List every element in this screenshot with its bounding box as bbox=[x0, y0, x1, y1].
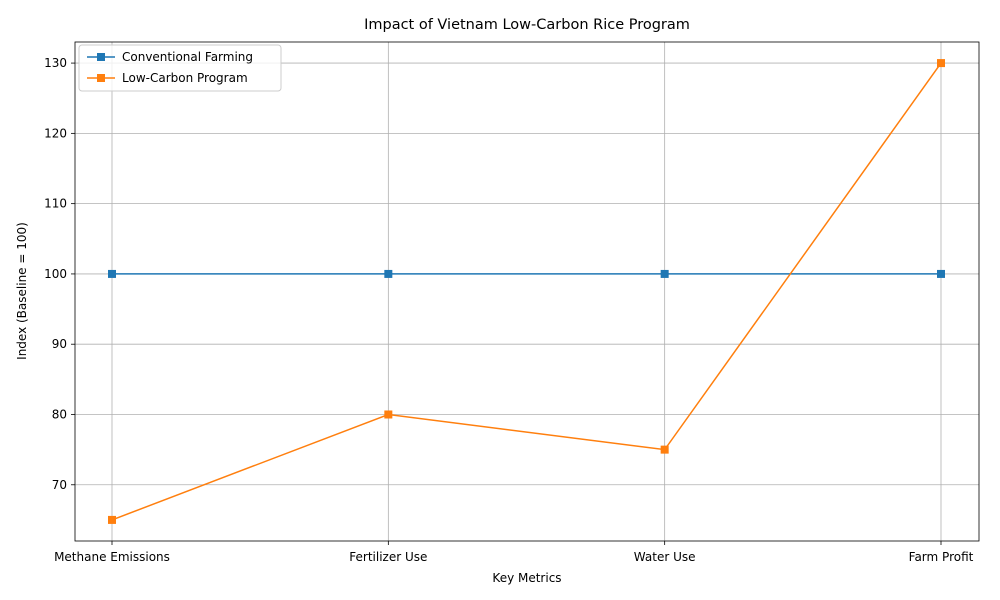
x-tick-label: Fertilizer Use bbox=[349, 550, 427, 564]
data-point bbox=[108, 269, 116, 278]
y-tick-label: 80 bbox=[52, 407, 67, 421]
y-tick-label: 70 bbox=[52, 478, 67, 492]
y-axis: 70 80 90 100 110 120 130 bbox=[44, 56, 75, 492]
y-tick-label: 120 bbox=[44, 126, 67, 140]
series-layer bbox=[108, 59, 945, 524]
y-tick-label: 130 bbox=[44, 56, 67, 70]
series-2 bbox=[108, 59, 945, 524]
legend-label: Conventional Farming bbox=[122, 50, 253, 64]
legend-marker bbox=[97, 74, 105, 82]
chart-title: Impact of Vietnam Low-Carbon Rice Progra… bbox=[364, 17, 690, 33]
x-tick-label: Methane Emissions bbox=[54, 550, 170, 564]
y-tick-label: 100 bbox=[44, 267, 67, 281]
x-tick-label: Farm Profit bbox=[909, 550, 974, 564]
legend-marker bbox=[97, 53, 105, 61]
data-point bbox=[937, 59, 945, 68]
grid bbox=[75, 42, 979, 541]
data-point bbox=[384, 410, 393, 419]
data-point bbox=[660, 445, 669, 454]
y-axis-label: Index (Baseline = 100) bbox=[15, 222, 29, 360]
y-tick-label: 90 bbox=[52, 337, 67, 351]
data-point bbox=[660, 269, 669, 278]
legend-label: Low-Carbon Program bbox=[122, 71, 248, 85]
legend: Conventional Farming Low-Carbon Program bbox=[78, 44, 282, 92]
data-point bbox=[108, 515, 116, 524]
plot-frame bbox=[74, 41, 980, 542]
y-tick-label: 110 bbox=[44, 197, 67, 211]
data-point bbox=[384, 269, 393, 278]
legend-box bbox=[78, 44, 282, 92]
series-1 bbox=[108, 269, 945, 278]
x-tick-label: Water Use bbox=[634, 550, 696, 564]
series-line bbox=[111, 62, 942, 521]
x-axis: Methane Emissions Fertilizer Use Water Use… bbox=[54, 541, 974, 564]
x-axis-label: Key Metrics bbox=[492, 571, 561, 585]
data-point bbox=[937, 269, 945, 278]
